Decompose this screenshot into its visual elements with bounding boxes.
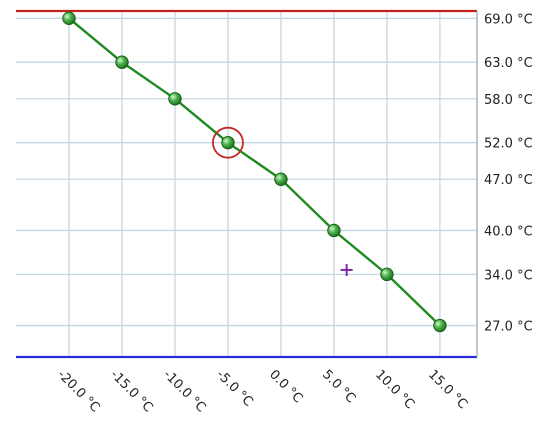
cursor-crosshair-icon [340,263,353,276]
data-point-6 [380,267,394,282]
selected-point-ring [212,126,244,159]
data-point-3 [221,135,235,150]
x-tick-label-4: 0.0 °C [266,367,305,406]
y-axis-tick-labels: 69.0 °C 63.0 °C 58.0 °C 52.0 °C 47.0 °C 40.0 … [484,12,533,334]
data-point-5 [327,223,341,238]
y-tick-label-5: 40.0 °C [484,224,533,239]
y-tick-label-6: 34.0 °C [484,268,533,283]
data-point-2 [168,92,182,106]
y-tick-label-4: 47.0 °C [484,173,533,188]
x-tick-label-3: -5.0 °C [213,367,255,409]
data-point-7 [433,318,447,333]
data-point-1 [115,55,129,69]
x-tick-label-2: -10.0 °C [160,367,208,415]
x-tick-label-5: 5.0 °C [319,367,358,406]
data-point-4 [274,172,288,186]
data-point-0 [62,11,76,26]
y-tick-label-2: 58.0 °C [484,93,533,108]
x-tick-label-7: 15.0 °C [425,367,470,412]
x-tick-label-0: -20.0 °C [54,367,102,415]
y-tick-label-0: 69.0 °C [484,12,533,27]
x-tick-label-6: 10.0 °C [372,367,417,412]
x-tick-label-1: -15.0 °C [107,367,155,415]
grid [16,11,477,357]
x-axis-tick-labels: -20.0 °C -15.0 °C -10.0 °C -5.0 °C 0.0 °C 5.0… [54,367,470,415]
y-tick-label-7: 27.0 °C [484,320,533,335]
series-line [68,17,441,327]
y-tick-label-3: 52.0 °C [484,137,533,152]
y-tick-label-1: 63.0 °C [484,56,533,71]
data-points [62,11,447,333]
